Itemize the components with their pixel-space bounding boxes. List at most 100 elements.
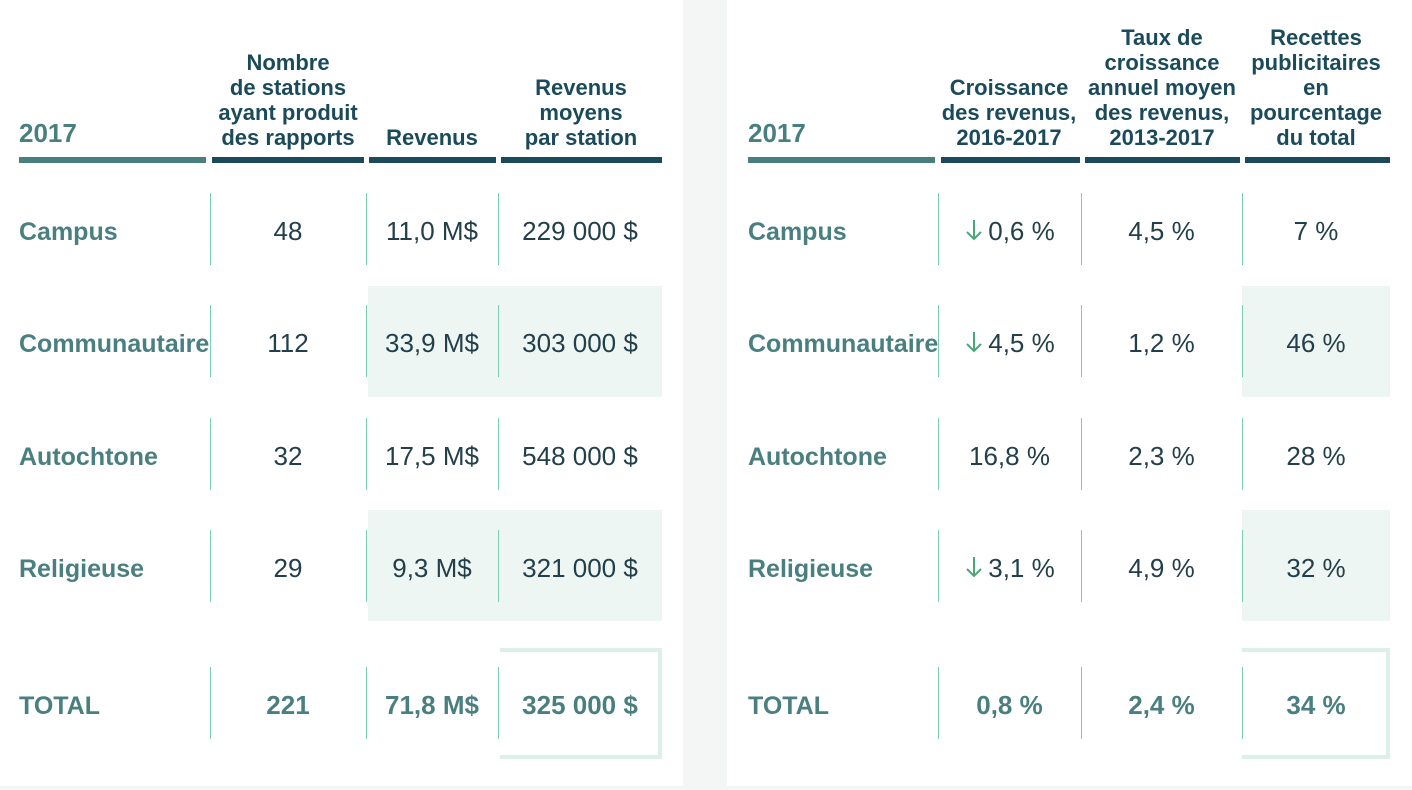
column-separator <box>366 667 367 739</box>
column-separator <box>938 667 939 739</box>
column-separator <box>366 305 367 377</box>
column-separator <box>938 530 939 602</box>
cell-growth: 4,5 % <box>938 328 1081 358</box>
column-separator <box>366 418 367 490</box>
column-separator <box>938 305 939 377</box>
column-separator <box>1081 667 1082 739</box>
cell-revenue-total: 71,8 M$ <box>385 690 479 720</box>
cell-stations: 29 <box>273 553 303 583</box>
row-label-religieuse: Religieuse <box>19 555 145 583</box>
cell-ad-share: 32 % <box>1286 553 1346 583</box>
header-rule <box>1245 157 1390 163</box>
column-separator <box>210 667 211 739</box>
cell-avg-revenue: 548 000 $ <box>522 441 638 471</box>
cell-ad-share: 28 % <box>1286 441 1346 471</box>
arrow-down-icon <box>966 332 982 353</box>
cell-ad-share: 7 % <box>1293 216 1339 246</box>
cell-stations: 112 <box>267 328 309 358</box>
row-label-religieuse: Religieuse <box>748 555 874 583</box>
header-rule <box>941 157 1080 163</box>
cell-cagr-total: 2,4 % <box>1128 690 1195 720</box>
header-cagr-2013-2017: Taux de croissance annuel moyen des reve… <box>1088 25 1236 150</box>
column-separator <box>1242 418 1243 490</box>
column-separator <box>366 193 367 265</box>
cell-stations: 32 <box>273 441 303 471</box>
cell-revenue: 33,9 M$ <box>385 328 479 358</box>
column-separator <box>498 305 499 377</box>
column-separator <box>498 418 499 490</box>
cell-cagr: 1,2 % <box>1128 328 1195 358</box>
header-stations-count: Nombre de stations ayant produit des rap… <box>218 50 358 150</box>
column-separator <box>1242 667 1243 739</box>
cell-avg-revenue-total: 325 000 $ <box>522 690 638 720</box>
column-separator <box>938 418 939 490</box>
column-separator <box>1081 305 1082 377</box>
cell-growth-value: 16,8 % <box>969 441 1050 471</box>
arrow-down-icon <box>966 557 982 578</box>
cell-avg-revenue: 229 000 $ <box>522 216 638 246</box>
year-label: 2017 <box>19 118 77 148</box>
cell-avg-revenue: 321 000 $ <box>522 553 638 583</box>
column-separator <box>210 193 211 265</box>
column-separator <box>498 193 499 265</box>
header-ad-share: Recettes publicitaires en pourcentage du… <box>1249 25 1383 150</box>
cell-ad-share: 46 % <box>1286 328 1346 358</box>
cell-cagr: 2,3 % <box>1128 441 1195 471</box>
header-rule <box>212 157 364 163</box>
row-band <box>1242 286 1390 397</box>
row-label-communautaire: Communautaire <box>748 330 939 358</box>
column-separator <box>498 530 499 602</box>
row-band <box>368 286 662 397</box>
row-label-total: TOTAL <box>19 692 101 720</box>
column-separator <box>1081 193 1082 265</box>
column-separator <box>366 530 367 602</box>
cell-growth-value: 0,6 % <box>988 216 1055 246</box>
column-separator <box>210 418 211 490</box>
cell-ad-share-total: 34 % <box>1286 690 1346 720</box>
header-rule <box>19 157 206 163</box>
header-rule <box>1085 157 1240 163</box>
cell-growth: 0,6 % <box>938 216 1081 246</box>
header-revenue: Revenus <box>386 125 478 150</box>
cell-revenue: 17,5 M$ <box>385 441 479 471</box>
row-label-campus: Campus <box>19 218 118 246</box>
column-separator <box>1081 418 1082 490</box>
arrow-down-icon <box>966 220 982 241</box>
year-label: 2017 <box>748 118 806 148</box>
row-label-communautaire: Communautaire <box>19 330 210 358</box>
header-rule <box>748 157 935 163</box>
cell-cagr: 4,5 % <box>1128 216 1195 246</box>
header-rule <box>501 157 662 163</box>
header-avg-revenue: Revenus moyens par station <box>524 75 638 150</box>
cell-stations: 48 <box>273 216 303 246</box>
revenue-growth-table: Croissance des revenus, 2016-2017 Taux d… <box>727 0 1412 786</box>
cell-avg-revenue: 303 000 $ <box>522 328 638 358</box>
cell-growth-value: 4,5 % <box>988 328 1055 358</box>
column-separator <box>1242 530 1243 602</box>
row-band <box>1242 510 1390 621</box>
column-separator <box>938 193 939 265</box>
column-separator <box>210 305 211 377</box>
header-growth-2016-2017: Croissance des revenus, 2016-2017 <box>941 75 1077 150</box>
cell-stations-total: 221 <box>266 690 310 720</box>
row-band <box>368 510 662 621</box>
cell-growth: 16,8 % <box>938 441 1081 471</box>
column-separator <box>1081 530 1082 602</box>
cell-growth: 3,1 % <box>938 553 1081 583</box>
column-separator <box>1242 193 1243 265</box>
row-label-autochtone: Autochtone <box>748 443 887 471</box>
cell-revenue: 9,3 M$ <box>392 553 472 583</box>
row-label-total: TOTAL <box>748 692 830 720</box>
total-frame <box>1242 648 1390 759</box>
row-label-autochtone: Autochtone <box>19 443 158 471</box>
cell-growth-value: 3,1 % <box>988 553 1055 583</box>
header-rule <box>369 157 496 163</box>
total-frame <box>500 648 662 759</box>
column-separator <box>498 667 499 739</box>
cell-cagr: 4,9 % <box>1128 553 1195 583</box>
column-separator <box>210 530 211 602</box>
stations-revenue-table: Nombre de stations ayant produit des rap… <box>0 0 683 786</box>
column-separator <box>1242 305 1243 377</box>
cell-revenue: 11,0 M$ <box>385 216 478 246</box>
cell-growth-total: 0,8 % <box>976 690 1043 720</box>
